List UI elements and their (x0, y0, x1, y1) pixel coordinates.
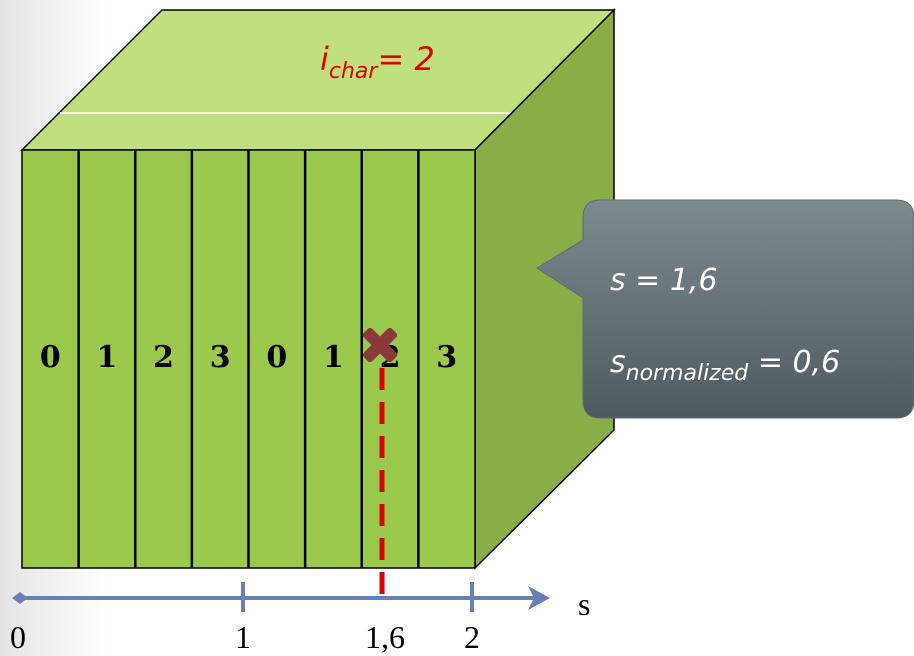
diagram: 01230123 ichar= 2 s = 1,6 snormalized = … (0, 0, 914, 656)
label-sub: char (329, 59, 380, 84)
label-base: i (320, 40, 329, 78)
axis-label: 1,6 (365, 619, 405, 655)
axis-label: 0 (10, 619, 26, 655)
callout-line1: s = 1,6 (610, 263, 718, 298)
cell-label: 1 (97, 340, 118, 375)
cell-label: 3 (436, 340, 457, 375)
axis-label: 1 (235, 619, 251, 655)
axis-name: s (578, 586, 590, 622)
cell-label: 2 (153, 340, 174, 375)
cell-label: 0 (266, 340, 287, 375)
line2-rest: = 0,6 (748, 345, 840, 380)
label-rest: = 2 (377, 40, 434, 78)
cell-label: 0 (40, 340, 61, 375)
cell-label: 3 (210, 340, 231, 375)
line2-sub: normalized (626, 361, 750, 386)
line2-base: s (610, 345, 626, 380)
axis-label: 2 (464, 619, 480, 655)
cell-label: 1 (323, 340, 344, 375)
